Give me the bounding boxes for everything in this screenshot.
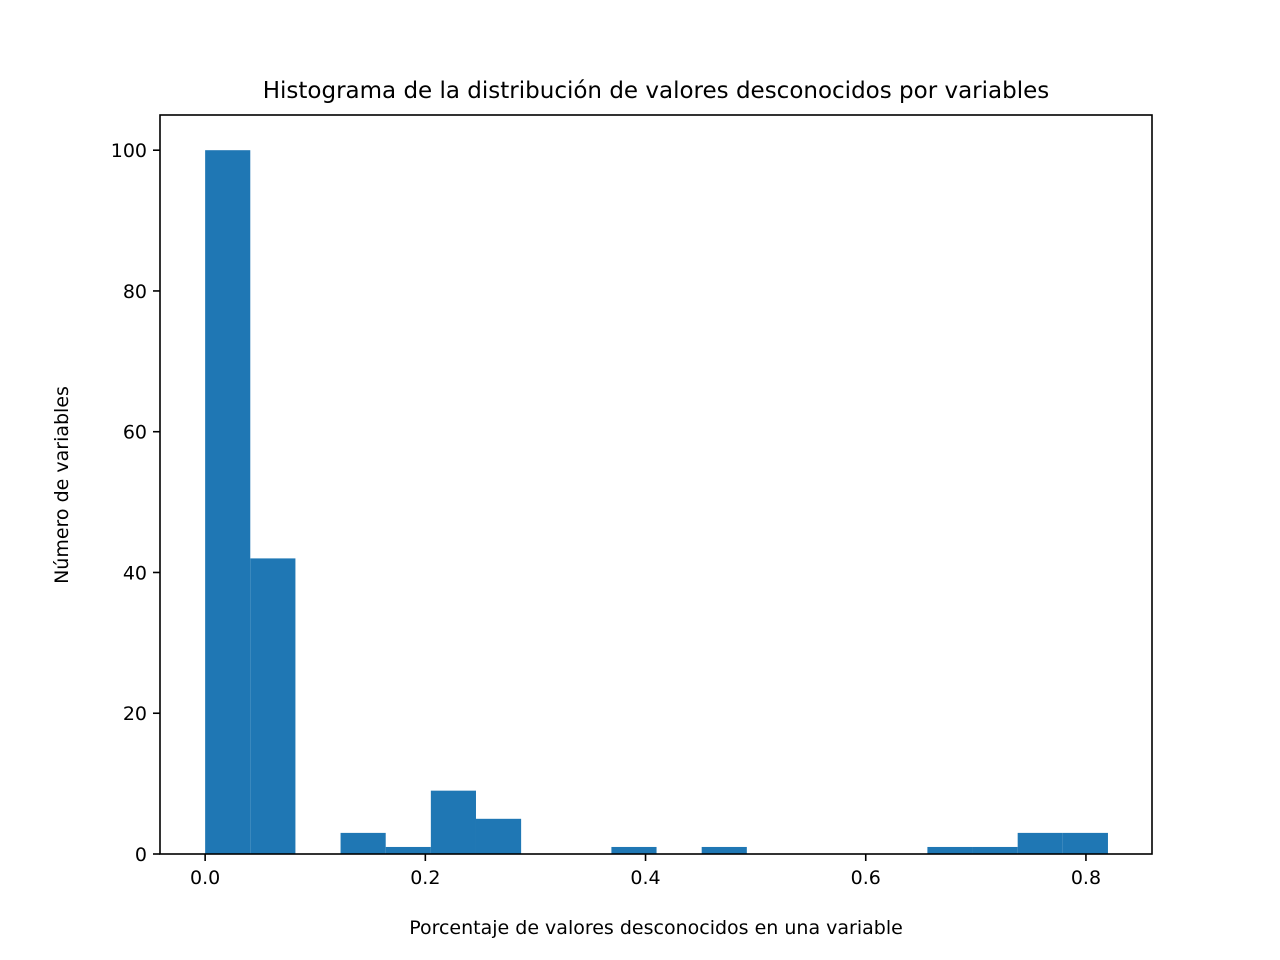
x-axis-label: Porcentaje de valores desconocidos en un… <box>409 917 903 939</box>
histogram-bar <box>430 790 476 854</box>
histogram-bars <box>205 150 1108 854</box>
x-axis-ticks: 0.0 0.2 0.4 0.6 0.8 <box>190 854 1101 889</box>
histogram-bar <box>205 150 251 854</box>
y-tick-label: 40 <box>123 562 147 584</box>
y-tick-label: 20 <box>123 703 147 725</box>
x-tick-label: 0.4 <box>630 867 660 889</box>
chart-title: Histograma de la distribución de valores… <box>263 78 1050 104</box>
histogram-bar <box>701 846 747 854</box>
histogram-bar <box>927 846 973 854</box>
plot-area-frame <box>159 114 1153 855</box>
x-tick-label: 0.0 <box>190 867 220 889</box>
y-tick-label: 80 <box>123 281 147 303</box>
x-tick-label: 0.6 <box>851 867 881 889</box>
y-axis-ticks: 0 20 40 60 80 100 <box>111 140 160 866</box>
y-tick-label: 0 <box>135 844 147 866</box>
histogram-bar <box>340 832 386 854</box>
y-tick-label: 60 <box>123 422 147 444</box>
histogram-bar <box>475 818 522 854</box>
histogram-bar <box>1017 832 1063 854</box>
histogram-bar <box>250 558 296 854</box>
histogram-bar <box>972 846 1018 854</box>
x-tick-label: 0.8 <box>1071 867 1101 889</box>
histogram-bar <box>1062 832 1108 854</box>
y-axis-label: Número de variables <box>51 386 73 584</box>
x-tick-label: 0.2 <box>410 867 440 889</box>
y-tick-label: 100 <box>111 140 147 162</box>
histogram-bar <box>611 846 657 854</box>
histogram-bar <box>385 846 431 854</box>
